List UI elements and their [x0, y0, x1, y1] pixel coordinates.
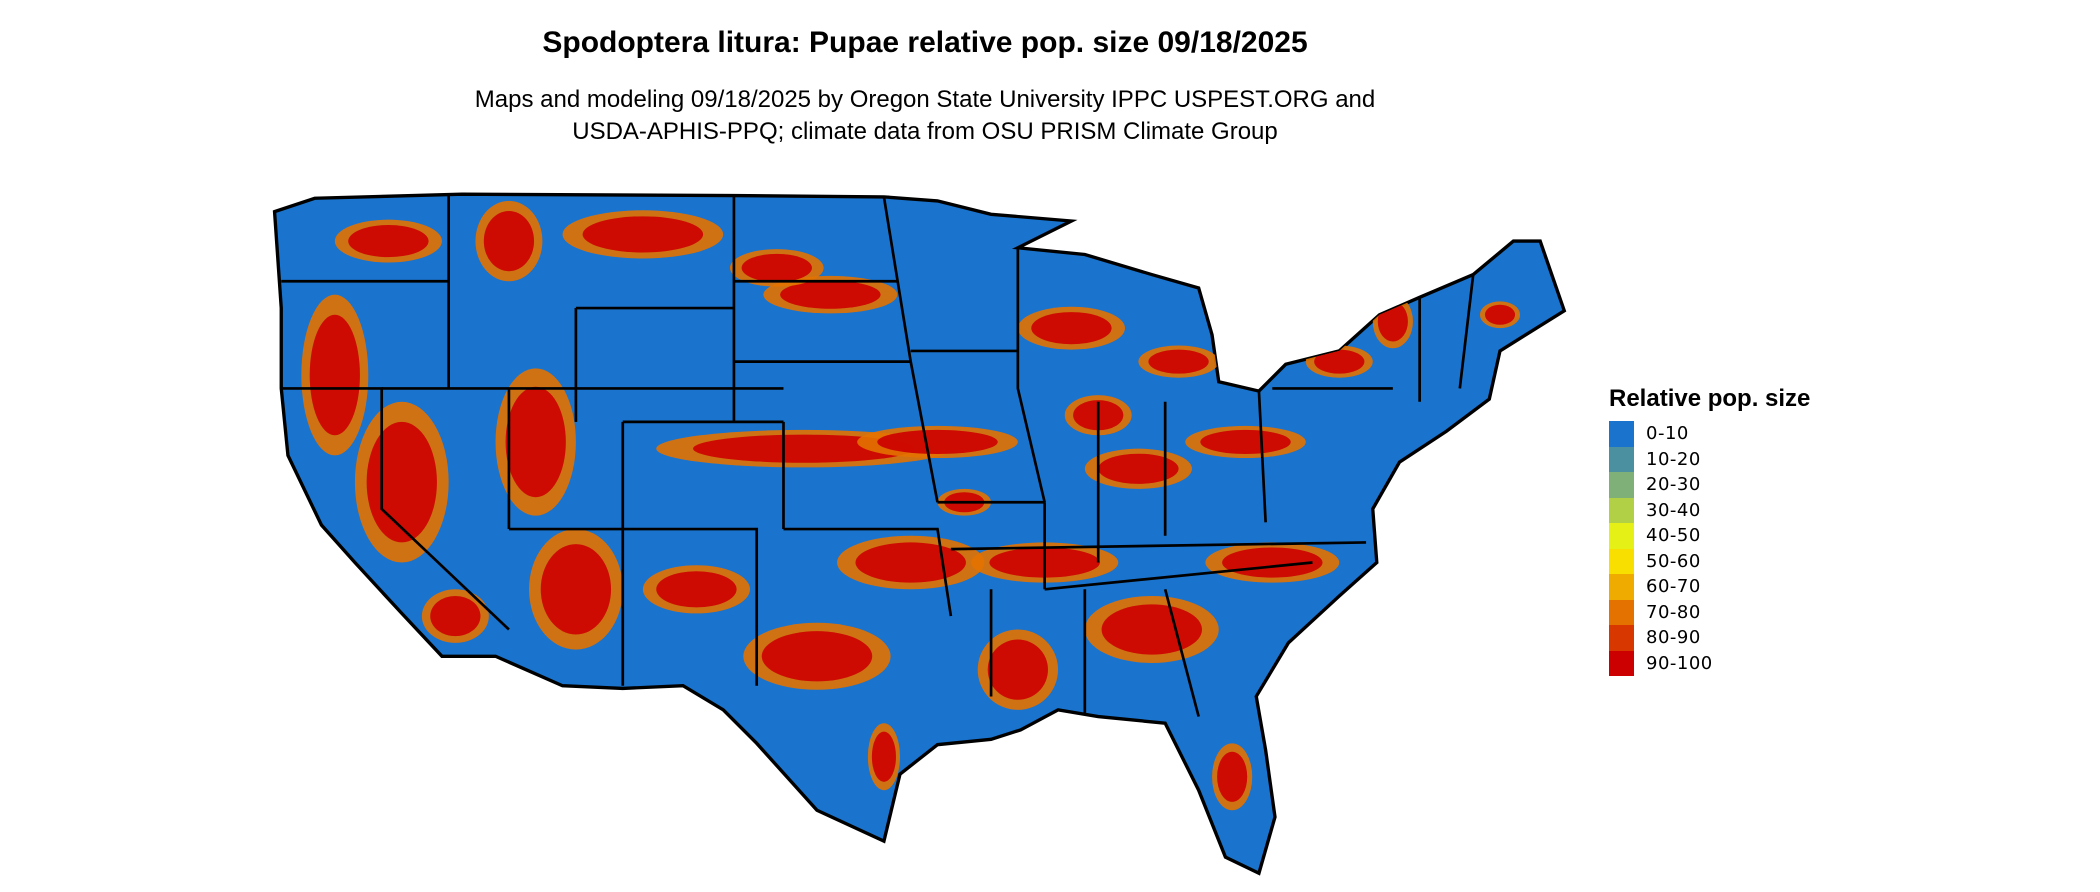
hotspot: [1200, 429, 1291, 455]
legend-item: 50-60: [1609, 548, 1810, 574]
legend-label: 20-30: [1646, 474, 1701, 496]
hotspot: [1148, 349, 1209, 374]
state-border: [1163, 588, 1200, 717]
state-border: [1044, 561, 1313, 591]
hotspot: [483, 210, 535, 272]
map-subtitle: Maps and modeling 09/18/2025 by Oregon S…: [0, 84, 1850, 148]
legend-label: 30-40: [1646, 499, 1701, 521]
hotspot: [430, 596, 481, 637]
legend-label: 40-50: [1646, 525, 1701, 547]
hotspot: [309, 314, 360, 436]
legend-label: 70-80: [1646, 601, 1701, 623]
hotspot: [871, 731, 896, 782]
state-border: [508, 527, 759, 686]
state-border: [281, 387, 510, 631]
legend-item: 10-20: [1609, 446, 1810, 472]
legend-item: 30-40: [1609, 497, 1810, 523]
hotspot: [1314, 349, 1365, 374]
hotspot: [741, 253, 812, 282]
legend-swatch: [1609, 497, 1634, 523]
legend-label: 90-100: [1646, 652, 1713, 674]
hotspot: [582, 216, 704, 253]
legend-swatch: [1609, 625, 1634, 651]
state-border: [882, 196, 939, 503]
legend-item: 0-10: [1609, 421, 1810, 447]
subtitle-line-1: Maps and modeling 09/18/2025 by Oregon S…: [474, 86, 1376, 113]
hotspot: [1098, 453, 1179, 484]
hotspot: [1031, 312, 1112, 345]
hotspot: [1101, 604, 1203, 655]
subtitle-line-2: USDA-APHIS-PPQ; climate data from OSU PR…: [572, 118, 1278, 145]
state-border: [1458, 274, 1475, 389]
legend-swatch: [1609, 574, 1634, 600]
legend-item: 20-30: [1609, 472, 1810, 498]
legend-item: 70-80: [1609, 599, 1810, 625]
state-border: [783, 527, 953, 617]
hotspot: [987, 639, 1048, 700]
state-border: [1016, 247, 1046, 503]
state-border: [1257, 391, 1267, 523]
hotspot: [780, 280, 881, 309]
legend-label: 50-60: [1646, 550, 1701, 572]
legend-label: 0-10: [1646, 423, 1689, 445]
hotspot: [656, 571, 737, 608]
legend-item: 60-70: [1609, 574, 1810, 600]
hotspot: [540, 544, 612, 635]
legend-swatch: [1609, 446, 1634, 472]
hotspot: [761, 631, 873, 682]
legend-label: 80-90: [1646, 627, 1701, 649]
hotspot: [366, 421, 437, 543]
hotspot: [1484, 304, 1516, 325]
state-border: [950, 541, 1367, 551]
legend-swatch: [1609, 523, 1634, 549]
legend-label: 60-70: [1646, 576, 1701, 598]
legend: Relative pop. size 0-10 10-20 20-30 30-40 40…: [1609, 385, 1810, 676]
legend-title: Relative pop. size: [1609, 385, 1811, 412]
legend-swatch: [1609, 421, 1634, 447]
legend-swatch: [1609, 548, 1634, 574]
hotspot: [1217, 751, 1248, 802]
legend-item: 90-100: [1609, 650, 1810, 676]
state-borders: [281, 194, 1475, 724]
map-title: Spodoptera litura: Pupae relative pop. s…: [542, 26, 1308, 59]
population-hotspots: [301, 200, 1521, 811]
hotspot: [877, 429, 998, 455]
legend-swatch: [1609, 650, 1634, 676]
hotspot: [855, 542, 966, 583]
legend-item: 80-90: [1609, 625, 1810, 651]
legend-swatch: [1609, 599, 1634, 625]
legend-item: 40-50: [1609, 523, 1810, 549]
us-land-area: [272, 192, 1567, 876]
legend-swatch: [1609, 472, 1634, 498]
hotspot: [348, 225, 429, 258]
legend-label: 10-20: [1646, 448, 1701, 470]
hotspot: [505, 386, 566, 498]
